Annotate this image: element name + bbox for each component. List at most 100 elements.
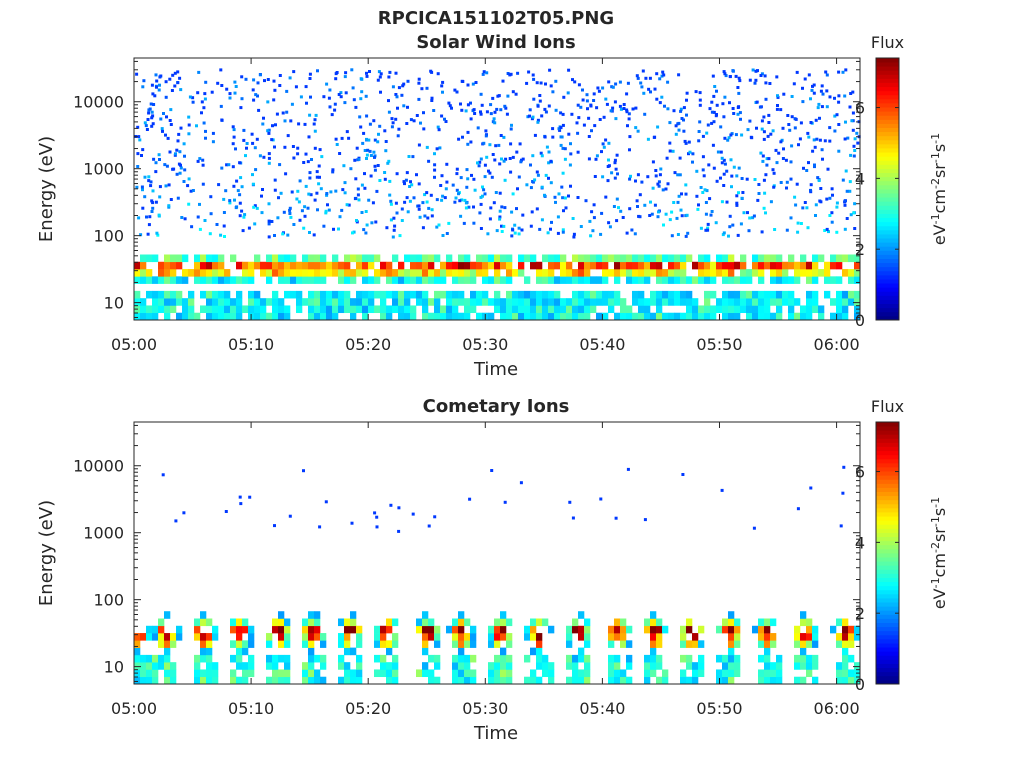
count-mark [242,128,246,132]
heatmap-cell [356,290,363,299]
heatmap-cell [494,298,501,306]
count-mark [234,206,238,210]
heatmap-cell [410,305,417,314]
heatmap-cell [764,647,771,656]
heatmap-cell [584,298,591,306]
heatmap-cell [260,298,267,306]
count-mark [657,180,661,184]
count-mark [294,85,298,89]
count-mark [372,150,376,154]
heatmap-cell [320,254,327,263]
count-mark [224,510,228,513]
heatmap-cell [608,633,615,641]
count-mark [430,96,434,100]
heatmap-cell [200,676,207,685]
count-mark [165,164,169,168]
heatmap-cell [800,633,807,641]
heatmap-cell [470,290,477,299]
count-mark [569,152,573,156]
heatmap-cell [272,290,279,299]
count-mark [809,188,812,192]
x-tick-label: 05:40 [579,699,625,718]
count-mark [473,112,477,115]
heatmap-cell [692,261,699,270]
heatmap-cell [524,305,531,314]
heatmap-cell [338,305,345,314]
count-mark [805,206,809,210]
count-mark [491,153,495,156]
count-mark [765,157,769,161]
count-mark [441,234,445,237]
colorbar-segment [876,561,899,566]
heatmap-cell [764,261,771,270]
count-mark [737,105,741,109]
heatmap-cell [290,290,297,299]
heatmap-cell [470,633,477,641]
colorbar-segment [876,189,899,194]
count-mark [640,180,644,184]
heatmap-cell [434,269,441,277]
heatmap-cell [278,269,285,277]
heatmap-cell [764,669,771,678]
count-mark [670,234,674,238]
count-mark [347,136,351,140]
heatmap-cell [518,290,525,299]
count-mark [825,197,829,201]
heatmap-cell [344,261,351,270]
heatmap-cell [602,276,609,284]
heatmap-cell [146,290,153,299]
count-mark [215,223,219,226]
heatmap-cell [350,611,357,619]
heatmap-cell [146,662,153,670]
count-mark [794,203,798,207]
count-mark [797,143,800,147]
count-mark [493,158,497,162]
count-mark [406,105,409,109]
count-mark [482,141,486,145]
count-mark [273,145,276,149]
heatmap-cell [524,654,531,663]
colorbar-segment [876,610,899,615]
count-mark [662,223,665,227]
count-mark [165,115,168,119]
count-mark [186,184,190,188]
count-mark [322,95,326,99]
count-mark [636,205,639,208]
count-mark [709,213,713,217]
heatmap-cell [542,662,549,670]
heatmap-cell [578,312,585,321]
colorbar-segment [876,663,899,669]
heatmap-cell [506,654,513,663]
count-mark [427,159,431,163]
heatmap-cell [518,298,525,306]
count-mark [234,147,237,151]
count-mark [682,129,686,133]
colorbar-segment [876,499,899,505]
count-mark [387,75,391,79]
count-mark [390,117,394,121]
count-mark [657,210,660,214]
count-mark [392,228,396,232]
heatmap-cell [308,298,315,306]
count-mark [505,112,509,116]
heatmap-cell [314,276,321,284]
count-mark [136,152,140,156]
heatmap-cell [434,654,441,663]
heatmap-cell [308,269,315,277]
count-mark [592,203,596,207]
heatmap-cell [314,261,321,270]
count-mark [267,131,271,135]
count-mark [722,231,726,235]
heatmap-cell [158,305,165,314]
heatmap-cell [644,261,651,270]
heatmap-cell [740,290,747,299]
count-mark [758,105,762,109]
count-mark [177,132,181,136]
count-mark [763,74,767,78]
count-mark [661,188,665,192]
heatmap-cell [596,312,603,321]
count-mark [143,121,147,125]
count-mark [430,208,434,212]
count-mark [563,157,567,161]
count-mark [308,72,312,76]
